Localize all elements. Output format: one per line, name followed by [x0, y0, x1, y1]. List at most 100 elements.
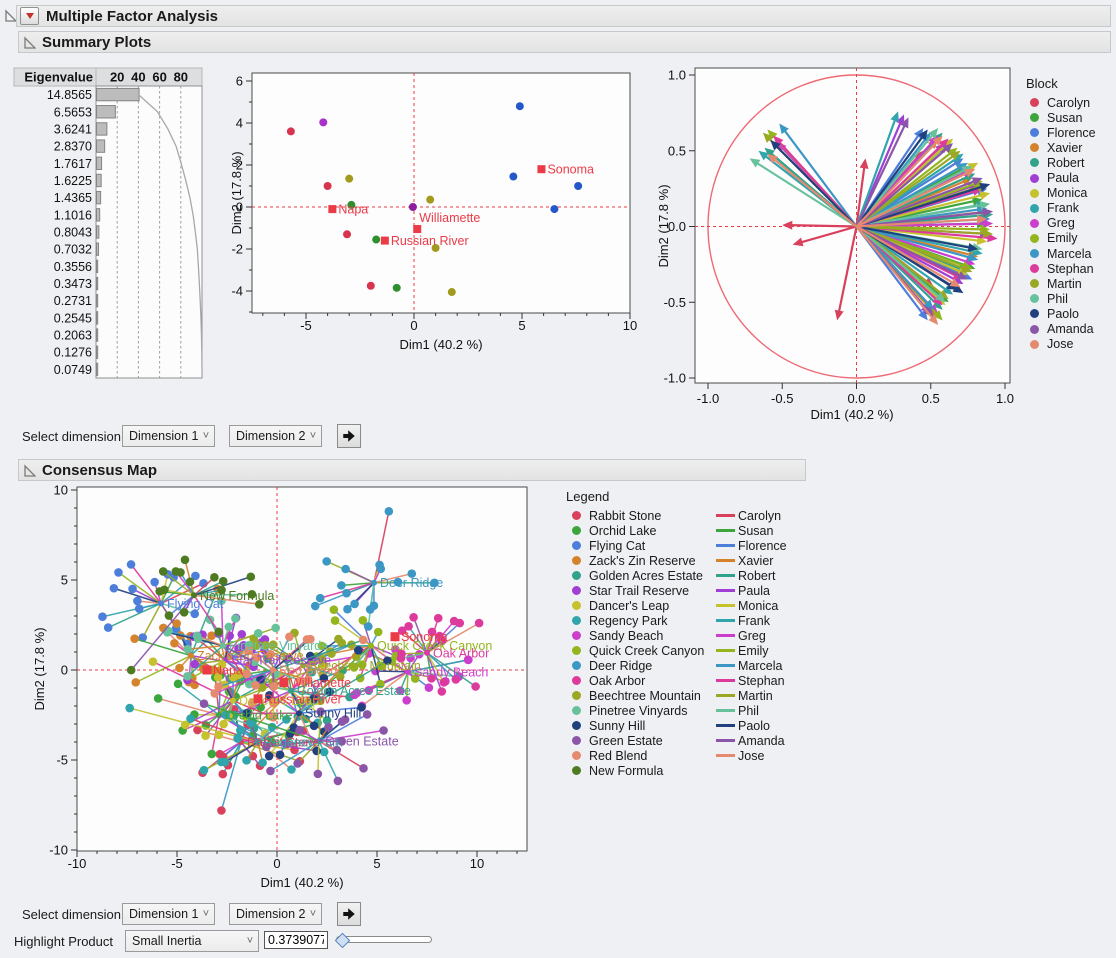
outline-bar-mfa[interactable]: Multiple Factor Analysis: [16, 5, 1111, 27]
inertia-value-field[interactable]: [264, 931, 328, 949]
judge-point[interactable]: [365, 605, 375, 614]
score-point[interactable]: [550, 205, 559, 214]
judge-point[interactable]: [246, 718, 255, 728]
judge-point[interactable]: [384, 507, 394, 516]
product-legend-item[interactable]: Quick Creek Canyon: [572, 643, 704, 658]
judge-point[interactable]: [269, 682, 279, 691]
loading-arrow[interactable]: [855, 225, 946, 303]
judge-point[interactable]: [306, 634, 315, 644]
score-point[interactable]: [447, 288, 456, 297]
judge-point[interactable]: [424, 683, 434, 692]
score-point[interactable]: [515, 102, 524, 111]
block-legend-item[interactable]: Susan: [1030, 110, 1082, 125]
judge-point[interactable]: [231, 614, 240, 623]
eigenvalue-bar[interactable]: [96, 242, 100, 256]
judge-point[interactable]: [313, 769, 323, 779]
judge-point[interactable]: [437, 636, 447, 646]
region-marker[interactable]: [413, 225, 422, 234]
loading-arrow[interactable]: [792, 225, 857, 247]
step-dimension-button[interactable]: [337, 424, 361, 448]
judge-point[interactable]: [170, 638, 179, 648]
disclosure-open-icon[interactable]: [23, 35, 36, 49]
judge-point[interactable]: [190, 609, 200, 619]
judge-point[interactable]: [358, 635, 368, 645]
region-marker[interactable]: [328, 205, 337, 214]
score-point[interactable]: [343, 230, 352, 239]
eigenvalue-bar[interactable]: [96, 105, 116, 119]
judge-point[interactable]: [125, 703, 134, 713]
judge-point[interactable]: [358, 615, 368, 625]
judge-point[interactable]: [285, 632, 294, 642]
dimension2-dropdown[interactable]: Dimension 2 ˅: [229, 425, 322, 447]
block-legend-item[interactable]: Amanda: [1030, 322, 1094, 337]
block-legend-item[interactable]: Marcela: [1030, 246, 1091, 261]
judge-point[interactable]: [349, 663, 359, 672]
score-point[interactable]: [408, 203, 417, 211]
judge-point[interactable]: [252, 653, 262, 662]
score-point[interactable]: [319, 118, 328, 127]
judge-point[interactable]: [213, 672, 223, 682]
dimension1-dropdown[interactable]: Dimension 1 ˅: [122, 425, 215, 447]
judge-point[interactable]: [268, 698, 278, 708]
block-legend-item[interactable]: Marcela: [716, 658, 782, 673]
judge-point[interactable]: [293, 759, 302, 768]
product-legend-item[interactable]: Zack's Zin Reserve: [572, 553, 696, 568]
judge-point[interactable]: [256, 674, 265, 684]
judge-point[interactable]: [217, 585, 226, 595]
judge-point[interactable]: [114, 568, 123, 577]
judge-point[interactable]: [295, 725, 304, 735]
product-legend-item[interactable]: Star Trail Reserve: [572, 583, 689, 598]
judge-point[interactable]: [138, 633, 148, 642]
loading-arrow[interactable]: [855, 128, 939, 228]
judge-point[interactable]: [254, 599, 264, 609]
judge-point[interactable]: [337, 717, 347, 726]
judge-point[interactable]: [199, 699, 209, 708]
judge-point[interactable]: [173, 679, 183, 689]
judge-point[interactable]: [247, 590, 257, 599]
loading-arrow[interactable]: [834, 226, 858, 321]
region-marker[interactable]: [380, 236, 389, 245]
region-marker[interactable]: [202, 665, 212, 675]
judge-point[interactable]: [219, 719, 228, 729]
judge-point[interactable]: [451, 675, 461, 684]
judge-point[interactable]: [153, 694, 163, 703]
judge-point[interactable]: [218, 576, 228, 586]
region-marker[interactable]: [537, 165, 546, 174]
loading-arrow[interactable]: [856, 225, 994, 239]
eigenvalue-bar[interactable]: [96, 173, 102, 188]
outline-bar-summary-plots[interactable]: Summary Plots: [18, 31, 1111, 53]
loading-arrow[interactable]: [856, 201, 991, 228]
judge-point[interactable]: [322, 716, 332, 725]
judge-point[interactable]: [164, 611, 174, 620]
block-legend-item[interactable]: Frank: [1030, 201, 1079, 216]
judge-point[interactable]: [262, 742, 271, 752]
judge-point[interactable]: [190, 659, 200, 669]
judge-point[interactable]: [210, 573, 219, 582]
eigenvalue-bar[interactable]: [96, 208, 101, 222]
judge-point[interactable]: [242, 669, 252, 679]
product-legend-item[interactable]: Golden Acres Estate: [572, 568, 703, 583]
product-legend-item[interactable]: Deer Ridge: [572, 658, 652, 673]
judge-point[interactable]: [373, 627, 383, 637]
loading-arrow[interactable]: [749, 158, 858, 228]
judge-point[interactable]: [128, 584, 137, 594]
judge-point[interactable]: [214, 682, 223, 691]
eigenvalue-bar[interactable]: [96, 294, 99, 308]
score-point[interactable]: [431, 243, 440, 252]
loading-arrow[interactable]: [767, 153, 858, 228]
judge-point[interactable]: [342, 588, 351, 598]
judge-point[interactable]: [407, 569, 417, 578]
judge-point[interactable]: [337, 737, 347, 746]
block-legend-item[interactable]: Carolyn: [716, 508, 781, 523]
judge-point[interactable]: [402, 696, 411, 705]
judge-point[interactable]: [449, 616, 459, 626]
judge-point[interactable]: [220, 757, 230, 767]
judge-point[interactable]: [427, 627, 437, 637]
judge-point[interactable]: [404, 622, 413, 631]
judge-point[interactable]: [359, 764, 368, 773]
judge-point[interactable]: [244, 646, 254, 655]
loading-arrow[interactable]: [856, 225, 968, 280]
judge-point[interactable]: [317, 655, 327, 665]
eigenvalue-bar[interactable]: [96, 139, 106, 153]
disclosure-open-icon[interactable]: [23, 463, 36, 477]
